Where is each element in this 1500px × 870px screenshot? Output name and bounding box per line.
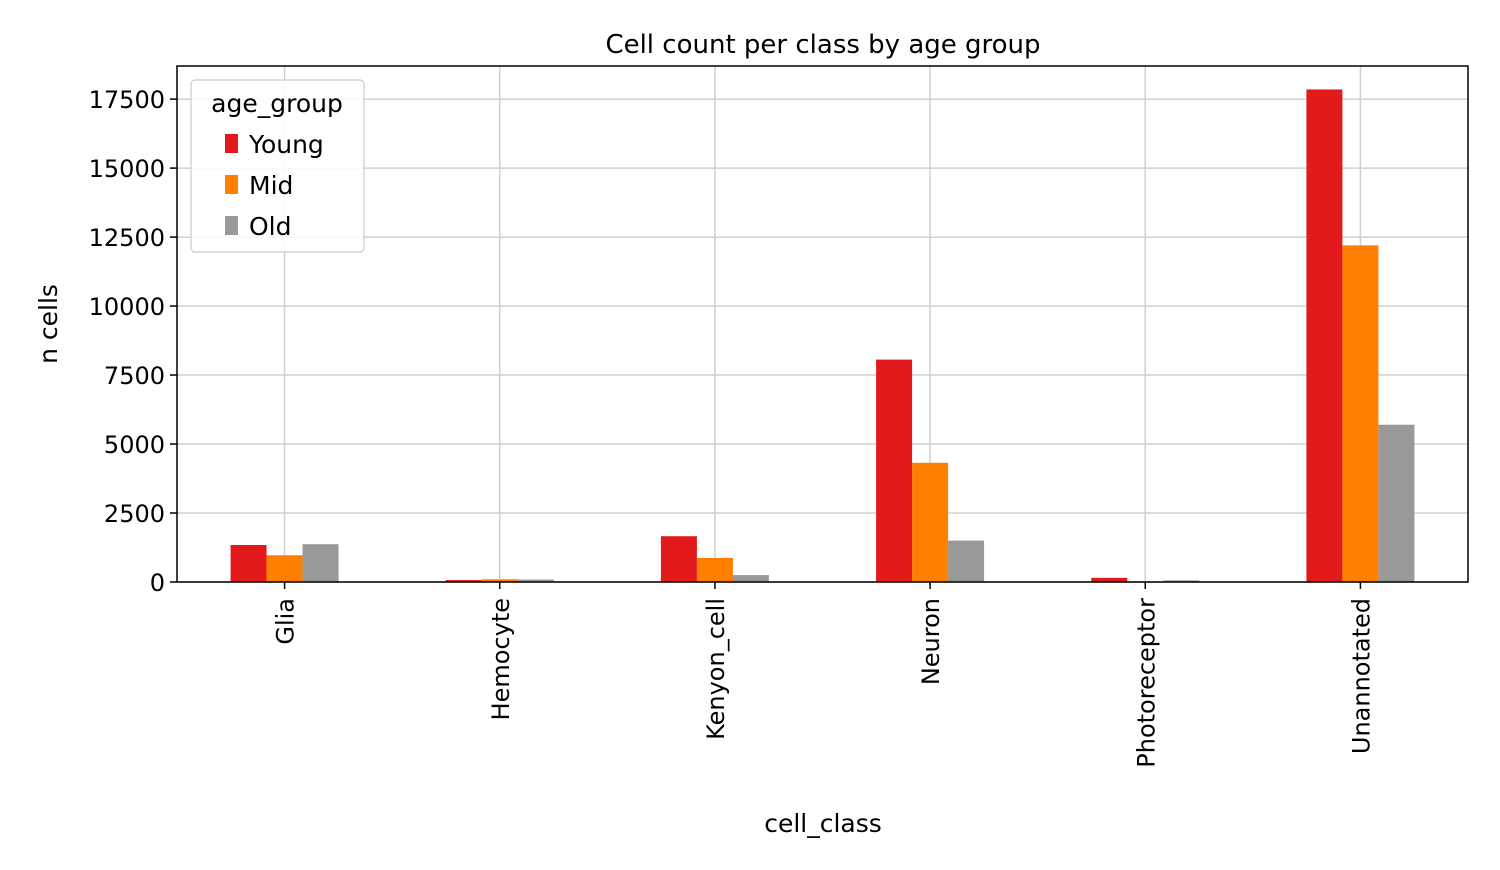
bar-mid-unannotated	[1342, 245, 1379, 583]
legend-swatch-mid	[225, 175, 238, 194]
bar-young-neuron	[876, 359, 913, 582]
bar-mid-kenyon-cell	[696, 557, 733, 582]
y-tick-label: 2500	[104, 500, 165, 528]
bar-mid-neuron	[912, 462, 949, 582]
legend-frame	[190, 79, 365, 253]
bar-young-unannotated	[1306, 89, 1343, 583]
x-tick-label-unannotated: Unannotated	[1347, 598, 1375, 754]
legend-swatch-young	[225, 134, 238, 153]
chart-title: Cell count per class by age group	[605, 30, 1040, 60]
bar-young-hemocyte	[445, 580, 482, 582]
bar-old-kenyon-cell	[732, 575, 769, 582]
y-axis-label: n cells	[34, 284, 63, 364]
legend-label-mid: Mid	[249, 171, 293, 200]
x-tick-label-kenyon-cell: Kenyon_cell	[702, 598, 730, 740]
legend-label-young: Young	[248, 130, 324, 159]
x-tick-label-neuron: Neuron	[917, 598, 945, 685]
y-tick-label: 15000	[89, 155, 165, 183]
bar-young-photoreceptor	[1091, 577, 1128, 582]
y-axis-ticks: 0 2500 5000 7500 10000 12500 15000 17500	[89, 86, 177, 597]
x-axis-label: cell_class	[764, 809, 882, 838]
y-tick-label: 10000	[89, 293, 165, 321]
legend-title: age_group	[211, 89, 343, 118]
bar-old-photoreceptor	[1163, 580, 1200, 582]
y-tick-label: 5000	[104, 431, 165, 459]
bar-young-kenyon-cell	[660, 536, 697, 582]
bar-mid-glia	[266, 555, 303, 582]
legend-label-old: Old	[249, 212, 292, 241]
x-tick-label-glia: Glia	[272, 598, 300, 645]
y-tick-label: 17500	[89, 86, 165, 114]
bar-old-hemocyte	[517, 579, 554, 582]
bar-mid-hemocyte	[481, 579, 518, 582]
y-tick-label: 0	[150, 569, 165, 597]
plot-frame	[176, 65, 1469, 583]
legend-swatch-old	[225, 216, 238, 235]
legend: age_group Young Mid Old	[190, 79, 365, 253]
bar-old-unannotated	[1378, 424, 1415, 582]
bar-old-neuron	[948, 540, 985, 582]
bar-old-glia	[302, 544, 339, 582]
grid-lines	[177, 66, 1468, 583]
x-tick-label-hemocyte: Hemocyte	[487, 598, 515, 720]
x-axis-ticks: Glia Hemocyte Kenyon_cell Neuron Photorecept…	[272, 582, 1375, 768]
legend-items: Young Mid Old	[225, 130, 324, 241]
y-tick-label: 7500	[104, 362, 165, 390]
x-tick-label-photoreceptor: Photoreceptor	[1132, 598, 1160, 768]
bar-series	[230, 89, 1415, 583]
y-tick-label: 12500	[89, 224, 165, 252]
bar-young-glia	[230, 545, 267, 582]
